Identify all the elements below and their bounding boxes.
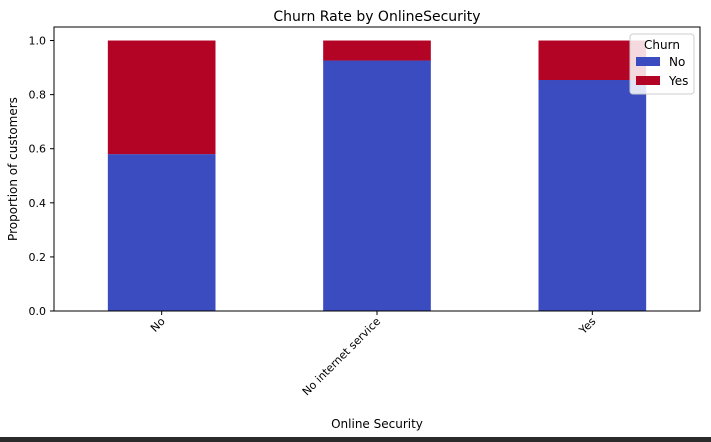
bar-yes-churn-no bbox=[538, 80, 647, 311]
legend: Churn No Yes bbox=[629, 33, 695, 95]
chart-title: Churn Rate by OnlineSecurity bbox=[273, 9, 480, 25]
y-tick-label: 0.4 bbox=[29, 197, 47, 210]
bar-no-churn-no bbox=[107, 154, 216, 311]
y-tick-label: 0.6 bbox=[29, 143, 47, 156]
y-axis: 0.0 0.2 0.4 0.6 0.8 1.0 bbox=[29, 35, 54, 318]
legend-label-no: No bbox=[669, 55, 685, 69]
x-axis-label: Online Security bbox=[331, 417, 423, 431]
y-tick-label: 0.2 bbox=[29, 251, 47, 264]
window-bottom-edge bbox=[0, 437, 711, 442]
legend-label-yes: Yes bbox=[668, 74, 688, 88]
legend-swatch-no bbox=[636, 57, 660, 66]
legend-swatch-yes bbox=[636, 76, 660, 85]
y-tick-label: 0.0 bbox=[29, 305, 47, 318]
y-tick-label: 0.8 bbox=[29, 89, 47, 102]
legend-entries: No Yes bbox=[636, 55, 688, 88]
bar-yes-churn-yes bbox=[538, 40, 647, 81]
bar-no-internet-service-churn-yes bbox=[323, 40, 431, 61]
bars-layer bbox=[107, 40, 647, 311]
bar-no-internet-service-churn-no bbox=[323, 60, 431, 311]
y-tick-label: 1.0 bbox=[29, 35, 47, 48]
bar-no-churn-yes bbox=[107, 40, 216, 155]
legend-title: Churn bbox=[644, 38, 680, 52]
y-axis-label: Proportion of customers bbox=[6, 97, 20, 241]
